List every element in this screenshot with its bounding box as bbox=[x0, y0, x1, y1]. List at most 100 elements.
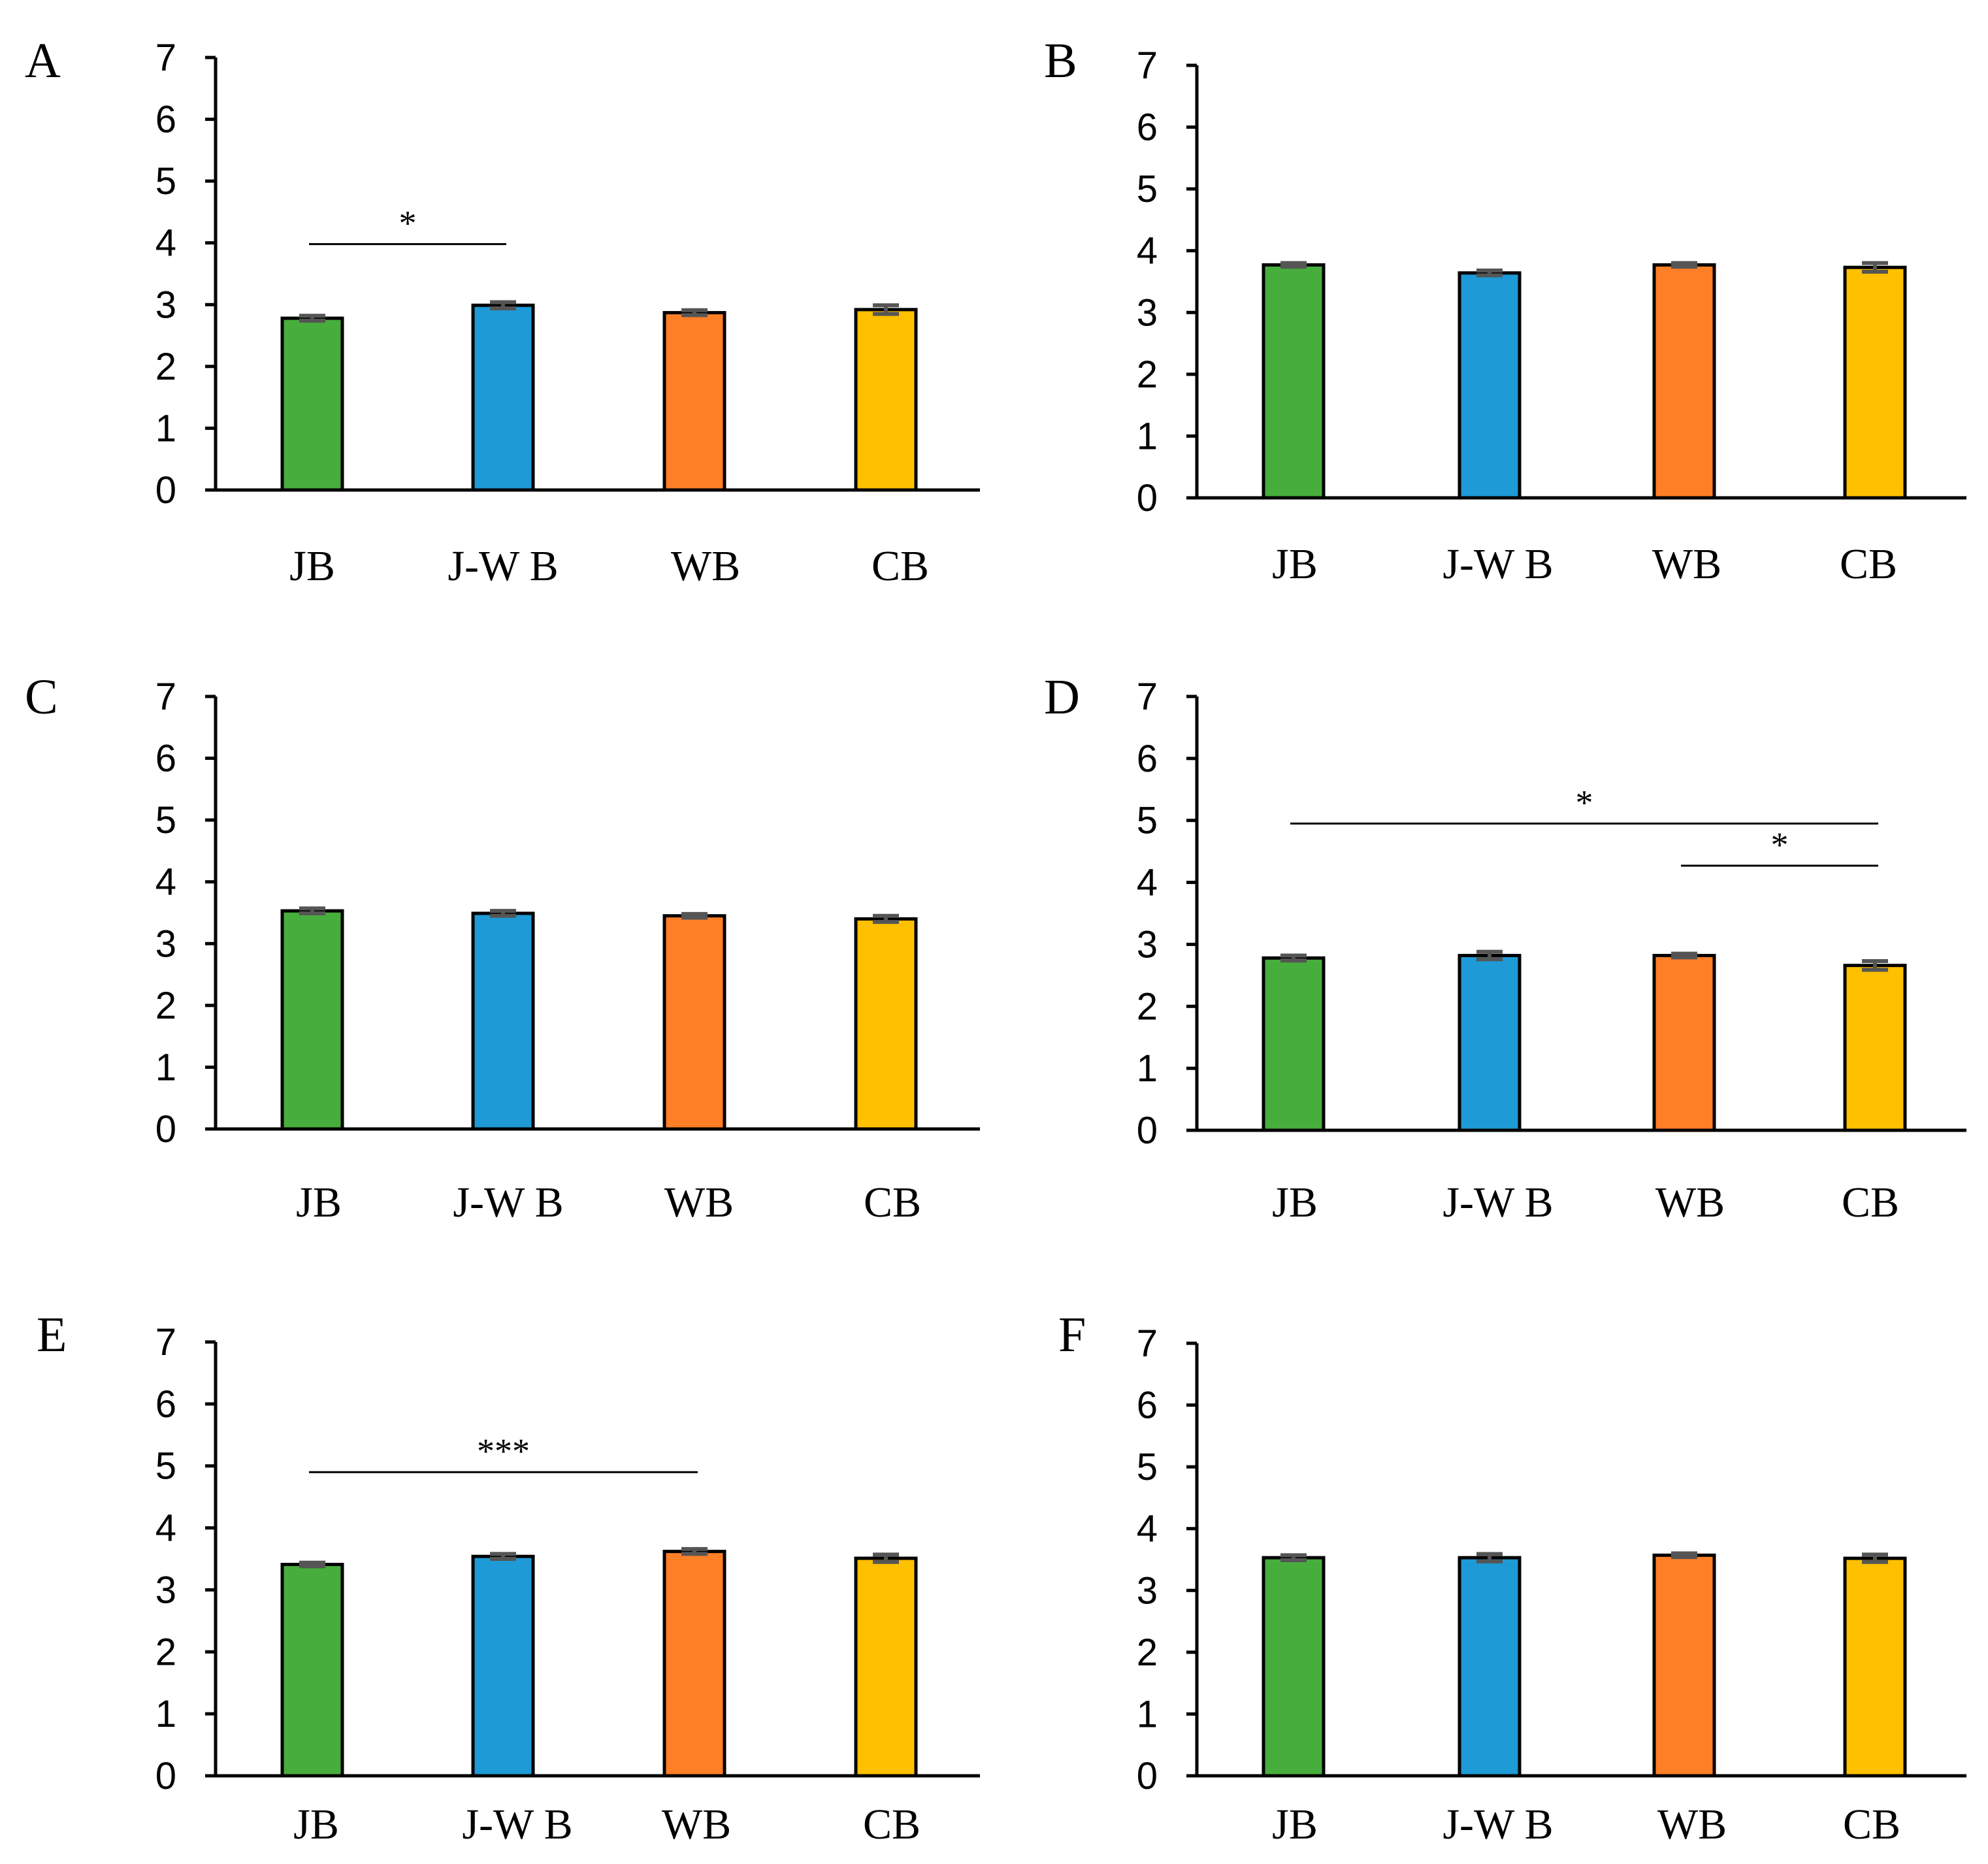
y-tick-label: 2 bbox=[1137, 1631, 1158, 1674]
x-category-label: WB bbox=[1655, 1179, 1725, 1226]
x-category-label: J-W B bbox=[448, 542, 558, 590]
y-tick-label: 4 bbox=[1137, 230, 1158, 272]
y-tick-label: 2 bbox=[1137, 353, 1158, 396]
bar-jwb bbox=[471, 1554, 535, 1778]
y-tick-label: 5 bbox=[155, 799, 176, 842]
y-tick-label: 4 bbox=[1137, 862, 1158, 904]
x-category-label: J-W B bbox=[453, 1179, 563, 1226]
y-tick-label: 7 bbox=[1137, 676, 1158, 718]
bar-jwb bbox=[1458, 954, 1522, 1132]
bar-wb bbox=[662, 1550, 726, 1778]
y-tick-label: 4 bbox=[155, 1507, 176, 1550]
y-tick-label: 2 bbox=[155, 1631, 176, 1673]
bar-jwb bbox=[1458, 1556, 1522, 1778]
x-category-label: WB bbox=[671, 542, 740, 590]
y-tick-label: 0 bbox=[155, 1755, 176, 1797]
y-tick-label: 5 bbox=[1137, 168, 1158, 210]
y-tick-label: 0 bbox=[1137, 1755, 1158, 1797]
bar-wb bbox=[662, 914, 726, 1131]
y-tick-label: 1 bbox=[1137, 1047, 1158, 1090]
bar-cb bbox=[854, 308, 918, 492]
bar-jb bbox=[1262, 263, 1326, 500]
x-category-label: JB bbox=[296, 1179, 342, 1226]
y-tick-label: 6 bbox=[1137, 1384, 1158, 1427]
bar-jwb bbox=[471, 303, 535, 492]
bar-jb bbox=[1262, 956, 1326, 1132]
bar-jwb bbox=[471, 911, 535, 1131]
panel-letter: C bbox=[25, 670, 58, 725]
y-tick-label: 1 bbox=[155, 1046, 176, 1088]
x-category-label: JB bbox=[293, 1801, 339, 1848]
panel-letter: F bbox=[1058, 1307, 1086, 1362]
chart-panel-c: C 0 1 2 3 4 5 6 7 JB J-W B WB CB bbox=[25, 670, 980, 1226]
y-tick-label: 7 bbox=[155, 676, 176, 718]
bar-wb bbox=[1652, 954, 1716, 1132]
x-category-label: WB bbox=[1652, 540, 1721, 588]
y-tick-label: 3 bbox=[155, 923, 176, 965]
y-tick-label: 0 bbox=[155, 1108, 176, 1151]
bar-cb bbox=[1843, 265, 1907, 500]
x-category-label: J-W B bbox=[1442, 1179, 1553, 1226]
x-category-label: J-W B bbox=[1442, 540, 1553, 588]
x-category-label: WB bbox=[1657, 1801, 1727, 1848]
x-category-label: JB bbox=[289, 542, 335, 590]
y-tick-label: 0 bbox=[1137, 477, 1158, 519]
bar-jb bbox=[280, 909, 344, 1131]
bar-cb bbox=[1843, 964, 1907, 1132]
bar-cb bbox=[1843, 1556, 1907, 1778]
y-tick-label: 6 bbox=[155, 1383, 176, 1426]
y-tick-label: 6 bbox=[1137, 106, 1158, 149]
y-tick-label: 5 bbox=[1137, 1446, 1158, 1488]
chart-panel-a: A 0 1 2 3 4 5 6 7 JB J-W B WB CB * bbox=[25, 33, 980, 590]
y-tick-label: 0 bbox=[155, 469, 176, 512]
y-tick-label: 6 bbox=[155, 99, 176, 141]
x-category-label: CB bbox=[863, 1801, 921, 1848]
chart-panel-b: B 0 1 2 3 4 5 6 7 JB J-W B WB CB bbox=[1044, 33, 1966, 588]
y-tick-label: 2 bbox=[155, 985, 176, 1027]
x-category-label: CB bbox=[1842, 1179, 1899, 1226]
y-tick-label: 5 bbox=[1137, 800, 1158, 842]
y-tick-label: 7 bbox=[1137, 44, 1158, 87]
y-tick-label: 3 bbox=[1137, 1569, 1158, 1612]
bar-jb bbox=[280, 316, 344, 492]
significance-marker: * bbox=[1771, 825, 1789, 864]
x-category-label: CB bbox=[1840, 540, 1897, 588]
y-tick-label: 6 bbox=[1137, 738, 1158, 780]
y-tick-label: 3 bbox=[155, 1569, 176, 1611]
y-tick-label: 4 bbox=[155, 861, 176, 904]
panel-letter: E bbox=[37, 1307, 67, 1362]
y-tick-label: 3 bbox=[155, 284, 176, 326]
bar-wb bbox=[1652, 1553, 1716, 1778]
chart-panel-f: F 0 1 2 3 4 5 6 7 JB J-W B WB CB bbox=[1058, 1307, 1966, 1848]
significance-marker: * bbox=[1576, 783, 1593, 822]
x-category-label: CB bbox=[1843, 1801, 1900, 1848]
x-category-label: JB bbox=[1272, 1179, 1318, 1226]
significance-marker: *** bbox=[477, 1431, 530, 1471]
x-category-label: JB bbox=[1272, 1801, 1318, 1848]
bar-wb bbox=[662, 311, 726, 492]
y-tick-label: 2 bbox=[155, 346, 176, 388]
y-tick-label: 4 bbox=[1137, 1508, 1158, 1550]
panel-letter: A bbox=[25, 33, 61, 88]
bar-jb bbox=[1262, 1556, 1326, 1778]
bar-jwb bbox=[1458, 271, 1522, 500]
y-tick-label: 1 bbox=[155, 1693, 176, 1735]
chart-panel-d: D 0 1 2 3 4 5 6 7 JB J-W B WB CB * * bbox=[1044, 670, 1966, 1226]
y-tick-label: 4 bbox=[155, 222, 176, 265]
y-tick-label: 1 bbox=[155, 407, 176, 450]
panel-letter: B bbox=[1044, 33, 1077, 88]
y-tick-label: 7 bbox=[1137, 1322, 1158, 1365]
x-category-label: J-W B bbox=[462, 1801, 572, 1848]
chart-panel-e: E 0 1 2 3 4 5 6 7 JB J-W B WB CB *** bbox=[37, 1307, 980, 1848]
x-category-label: WB bbox=[662, 1801, 731, 1848]
x-category-label: CB bbox=[864, 1179, 921, 1226]
bar-jb bbox=[280, 1563, 344, 1778]
y-tick-label: 6 bbox=[155, 738, 176, 780]
y-tick-label: 7 bbox=[155, 1321, 176, 1364]
bar-wb bbox=[1652, 263, 1716, 500]
y-tick-label: 3 bbox=[1137, 923, 1158, 966]
x-category-label: J-W B bbox=[1442, 1801, 1553, 1848]
y-tick-label: 5 bbox=[155, 160, 176, 203]
x-category-label: WB bbox=[664, 1179, 734, 1226]
